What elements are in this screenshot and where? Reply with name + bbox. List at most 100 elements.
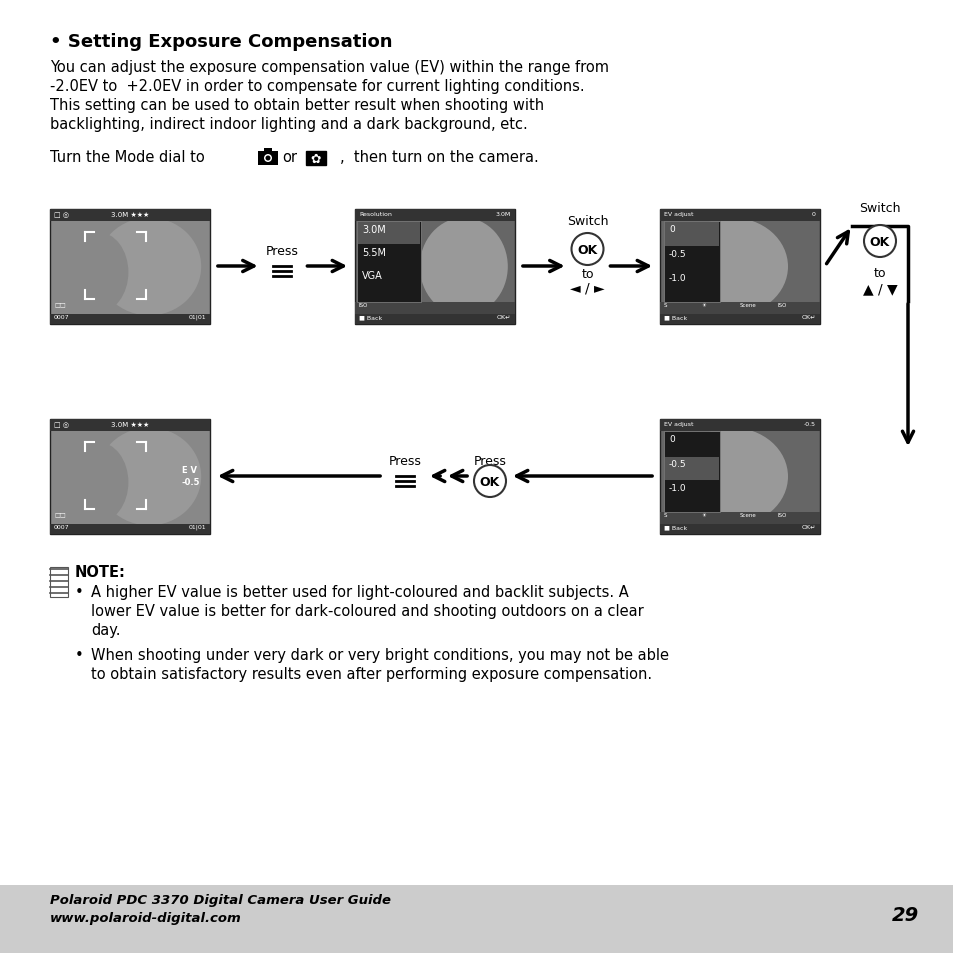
Text: Press: Press — [388, 455, 421, 468]
Text: 01|01: 01|01 — [188, 524, 206, 530]
Text: When shooting under very dark or very bright conditions, you may not be able: When shooting under very dark or very br… — [91, 647, 668, 662]
Text: This setting can be used to obtain better result when shooting with: This setting can be used to obtain bette… — [50, 98, 543, 112]
Bar — [664, 223, 719, 246]
Text: -0.5: -0.5 — [803, 421, 815, 427]
Text: www.polaroid-digital.com: www.polaroid-digital.com — [50, 911, 241, 924]
Circle shape — [264, 154, 272, 163]
Text: -0.5: -0.5 — [668, 250, 686, 258]
Text: 0: 0 — [668, 435, 674, 443]
Text: to: to — [873, 267, 885, 280]
Text: 3.0M ★★★: 3.0M ★★★ — [111, 212, 149, 218]
Bar — [659, 314, 820, 325]
Text: S: S — [663, 303, 667, 308]
Text: □ ◎: □ ◎ — [54, 421, 69, 428]
Bar — [50, 567, 68, 598]
Text: Resolution: Resolution — [358, 212, 392, 216]
Text: -1.0: -1.0 — [668, 274, 686, 283]
Bar — [50, 419, 210, 432]
Text: NOTE:: NOTE: — [75, 564, 126, 579]
Ellipse shape — [68, 233, 129, 314]
Text: OK↵: OK↵ — [497, 314, 511, 319]
Text: Turn the Mode dial to: Turn the Mode dial to — [50, 150, 205, 165]
Text: 3.0M: 3.0M — [361, 225, 385, 234]
Bar — [659, 210, 820, 222]
Text: E V: E V — [182, 465, 196, 475]
Text: ISO: ISO — [358, 303, 368, 308]
Text: to obtain satisfactory results even after performing exposure compensation.: to obtain satisfactory results even afte… — [91, 666, 652, 681]
Ellipse shape — [676, 428, 787, 526]
Text: 3.0M ★★★: 3.0M ★★★ — [111, 421, 149, 428]
Bar — [257, 152, 277, 166]
Text: OK: OK — [869, 236, 889, 250]
Text: -1.0: -1.0 — [668, 483, 686, 493]
Text: EV adjust: EV adjust — [663, 421, 693, 427]
Text: Press: Press — [266, 245, 298, 257]
Text: 0: 0 — [668, 225, 674, 233]
Bar — [663, 432, 720, 513]
Text: 0007: 0007 — [54, 314, 70, 319]
Bar — [355, 303, 515, 314]
Text: You can adjust the exposure compensation value (EV) within the range from: You can adjust the exposure compensation… — [50, 60, 608, 75]
Text: 0007: 0007 — [54, 524, 70, 530]
Text: A higher EV value is better used for light-coloured and backlit subjects. A: A higher EV value is better used for lig… — [91, 584, 628, 599]
Text: -0.5: -0.5 — [668, 459, 686, 468]
Text: Polaroid PDC 3370 Digital Camera User Guide: Polaroid PDC 3370 Digital Camera User Gu… — [50, 893, 391, 906]
Bar — [50, 419, 210, 535]
Bar — [306, 152, 326, 166]
Circle shape — [863, 226, 895, 257]
Text: backlighting, indirect indoor lighting and a dark background, etc.: backlighting, indirect indoor lighting a… — [50, 117, 527, 132]
Bar — [355, 210, 515, 325]
Text: or: or — [282, 150, 296, 165]
Text: • Setting Exposure Compensation: • Setting Exposure Compensation — [50, 33, 392, 51]
Bar — [50, 210, 210, 325]
Ellipse shape — [676, 218, 787, 316]
Bar — [50, 210, 210, 222]
Bar — [659, 210, 820, 325]
Bar — [50, 524, 210, 535]
Text: S: S — [663, 513, 667, 517]
Text: -0.5: -0.5 — [182, 477, 200, 486]
Text: ISO: ISO — [778, 303, 786, 308]
Text: 0: 0 — [811, 212, 815, 216]
Bar — [659, 303, 820, 314]
Text: -2.0EV to  +2.0EV in order to compensate for current lighting conditions.: -2.0EV to +2.0EV in order to compensate … — [50, 79, 584, 94]
Text: ◄ / ►: ◄ / ► — [570, 282, 604, 295]
Text: ■ Back: ■ Back — [663, 314, 686, 319]
Text: Press: Press — [473, 455, 506, 468]
Ellipse shape — [97, 428, 201, 526]
Bar — [357, 223, 419, 245]
Text: OK↵: OK↵ — [801, 314, 815, 319]
Bar — [264, 149, 272, 152]
Text: OK: OK — [479, 476, 499, 489]
Text: day.: day. — [91, 622, 120, 638]
Text: ISO: ISO — [778, 513, 786, 517]
Text: ■ Back: ■ Back — [358, 314, 382, 319]
Text: ▲ / ▼: ▲ / ▼ — [862, 282, 897, 295]
Text: ✿: ✿ — [311, 152, 321, 165]
Text: 5.5M: 5.5M — [361, 248, 386, 258]
Text: Switch: Switch — [566, 214, 608, 228]
Text: □□: □□ — [54, 303, 66, 308]
Text: Scene: Scene — [740, 513, 756, 517]
Text: □□: □□ — [54, 513, 66, 517]
Bar — [659, 419, 820, 432]
Bar — [659, 419, 820, 535]
Text: 3.0M: 3.0M — [496, 212, 511, 216]
Text: Scene: Scene — [740, 303, 756, 308]
Circle shape — [265, 156, 271, 161]
Circle shape — [571, 233, 603, 266]
Text: lower EV value is better for dark-coloured and shooting outdoors on a clear: lower EV value is better for dark-colour… — [91, 603, 643, 618]
Bar — [355, 314, 515, 325]
Text: OK: OK — [577, 244, 597, 257]
Ellipse shape — [419, 218, 507, 316]
Bar — [663, 222, 720, 303]
Ellipse shape — [97, 218, 201, 316]
Text: •: • — [75, 584, 84, 599]
Bar — [356, 222, 420, 303]
Text: OK↵: OK↵ — [801, 524, 815, 530]
Bar — [659, 513, 820, 524]
Bar — [659, 524, 820, 535]
Bar — [664, 457, 719, 480]
Text: 29: 29 — [890, 905, 918, 924]
Text: □ ◎: □ ◎ — [54, 212, 69, 218]
